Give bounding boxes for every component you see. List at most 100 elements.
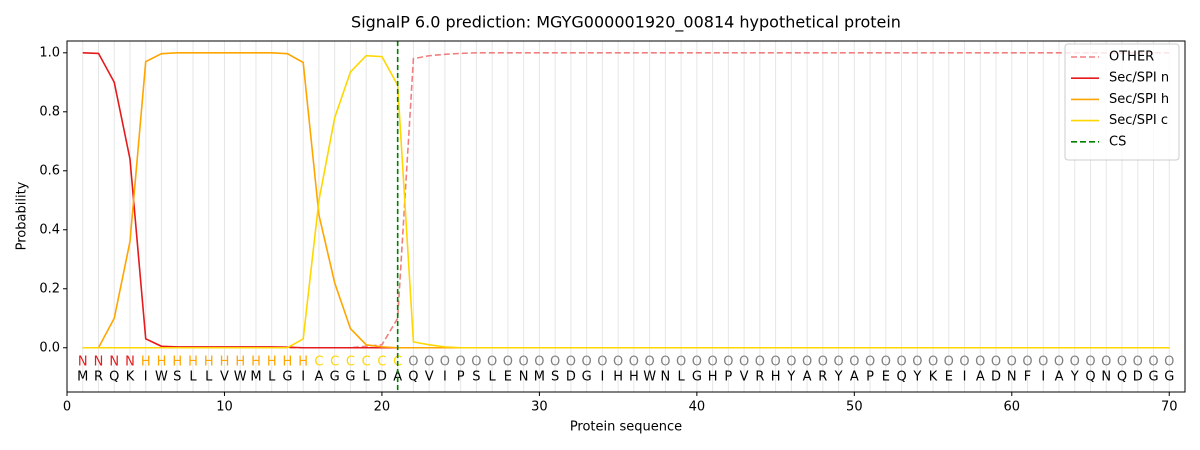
residue: I	[1041, 369, 1045, 384]
region-label: O	[660, 354, 670, 369]
residue: R	[818, 369, 827, 384]
residue: E	[945, 369, 953, 384]
residue: Q	[1085, 369, 1095, 384]
residue: I	[144, 369, 148, 384]
x-tick-label: 70	[1161, 400, 1178, 415]
residue: E	[882, 369, 890, 384]
residue: M	[77, 369, 88, 384]
region-label: C	[314, 354, 323, 369]
region-label: O	[424, 354, 434, 369]
residue: K	[126, 369, 135, 384]
residue: Y	[912, 369, 921, 384]
region-label: O	[1133, 354, 1143, 369]
residue: W	[155, 369, 168, 384]
y-tick-label: 0.0	[39, 340, 60, 355]
region-label: O	[550, 354, 560, 369]
residue: A	[314, 369, 323, 384]
region-label: O	[629, 354, 639, 369]
region-label: O	[503, 354, 513, 369]
region-label: O	[896, 354, 906, 369]
region-label: O	[534, 354, 544, 369]
region-label: O	[723, 354, 733, 369]
region-label: O	[613, 354, 623, 369]
region-label: H	[283, 354, 293, 369]
region-label: O	[487, 354, 497, 369]
region-label: O	[645, 354, 655, 369]
residue: W	[643, 369, 656, 384]
region-label: O	[975, 354, 985, 369]
region-label: O	[566, 354, 576, 369]
residue: D	[991, 369, 1001, 384]
residue: S	[173, 369, 181, 384]
residue: G	[1164, 369, 1174, 384]
region-label: O	[770, 354, 780, 369]
residue: N	[1101, 369, 1111, 384]
residue: I	[443, 369, 447, 384]
residue: E	[504, 369, 512, 384]
residue: D	[377, 369, 387, 384]
residue: G	[345, 369, 355, 384]
residue: Y	[786, 369, 795, 384]
region-label: O	[1148, 354, 1158, 369]
region-label: C	[330, 354, 339, 369]
region-label: O	[471, 354, 481, 369]
x-tick-label: 0	[63, 400, 71, 415]
residue: P	[457, 369, 465, 384]
residue: G	[692, 369, 702, 384]
residue: K	[929, 369, 938, 384]
y-tick-label: 0.8	[39, 104, 60, 119]
residue: M	[534, 369, 545, 384]
region-label: O	[991, 354, 1001, 369]
residue: Q	[896, 369, 906, 384]
region-label: O	[408, 354, 418, 369]
region-label: O	[1054, 354, 1064, 369]
region-label: O	[755, 354, 765, 369]
residue: L	[677, 369, 685, 384]
residue: G	[282, 369, 292, 384]
residue: A	[803, 369, 812, 384]
region-label: O	[912, 354, 922, 369]
region-label: H	[220, 354, 230, 369]
residue: L	[363, 369, 371, 384]
residue: Y	[1070, 369, 1079, 384]
y-tick-label: 0.4	[39, 222, 60, 237]
residue: A	[976, 369, 985, 384]
region-label: O	[944, 354, 954, 369]
region-label: O	[1085, 354, 1095, 369]
region-label: O	[881, 354, 891, 369]
legend-label: Sec/SPI n	[1109, 71, 1169, 86]
region-label: H	[267, 354, 277, 369]
region-label: O	[928, 354, 938, 369]
residue: H	[613, 369, 623, 384]
series-line	[82, 51, 1170, 349]
region-label: O	[959, 354, 969, 369]
region-label: O	[707, 354, 717, 369]
residue: L	[205, 369, 213, 384]
region-label: O	[865, 354, 875, 369]
region-label: O	[1117, 354, 1127, 369]
region-label: H	[298, 354, 308, 369]
region-label: O	[1022, 354, 1032, 369]
series-line	[82, 51, 1170, 349]
region-label: O	[1038, 354, 1048, 369]
x-tick-label: 40	[689, 400, 706, 415]
residue: I	[600, 369, 604, 384]
y-tick-label: 0.6	[39, 163, 60, 178]
region-label: O	[676, 354, 686, 369]
region-label: C	[362, 354, 371, 369]
region-label: C	[377, 354, 386, 369]
region-label: O	[582, 354, 592, 369]
residue: R	[94, 369, 103, 384]
residue: S	[472, 369, 480, 384]
residue: G	[1148, 369, 1158, 384]
residue: M	[250, 369, 261, 384]
residue: A	[1055, 369, 1064, 384]
residue: G	[330, 369, 340, 384]
region-label: O	[1164, 354, 1174, 369]
legend-label: CS	[1109, 134, 1126, 149]
x-tick-label: 10	[216, 400, 233, 415]
legend-box	[1064, 43, 1180, 161]
residue: D	[1133, 369, 1143, 384]
region-label: N	[125, 354, 135, 369]
region-label: O	[1007, 354, 1017, 369]
